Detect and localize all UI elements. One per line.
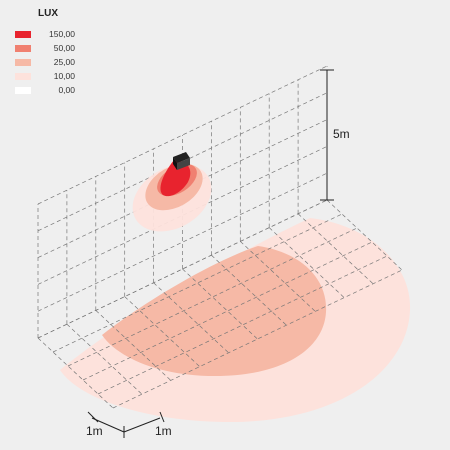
legend-swatch [15, 59, 31, 66]
height-label: 5m [333, 127, 350, 141]
legend-value: 150,00 [49, 29, 75, 39]
legend-swatch [15, 73, 31, 80]
legend-value: 0,00 [58, 85, 75, 95]
wall-isolux [132, 160, 212, 232]
floor-isolux [60, 218, 411, 422]
wall-zone-150 [160, 160, 191, 197]
legend-title: LUX [38, 8, 58, 19]
grid-x-label: 1m [86, 424, 103, 438]
height-dimension [320, 69, 334, 201]
floor-grid [37, 199, 403, 409]
legend-swatch [15, 87, 31, 94]
legend-swatch [15, 31, 31, 38]
grid-dimensions [87, 411, 165, 438]
floor-zone-25 [102, 246, 327, 376]
legend-swatch [15, 45, 31, 52]
legend-value: 25,00 [53, 57, 75, 67]
grid-y-label: 1m [155, 424, 172, 438]
light-fixture [173, 152, 190, 170]
legend-value: 50,00 [53, 43, 75, 53]
legend-value: 10,00 [53, 71, 75, 81]
